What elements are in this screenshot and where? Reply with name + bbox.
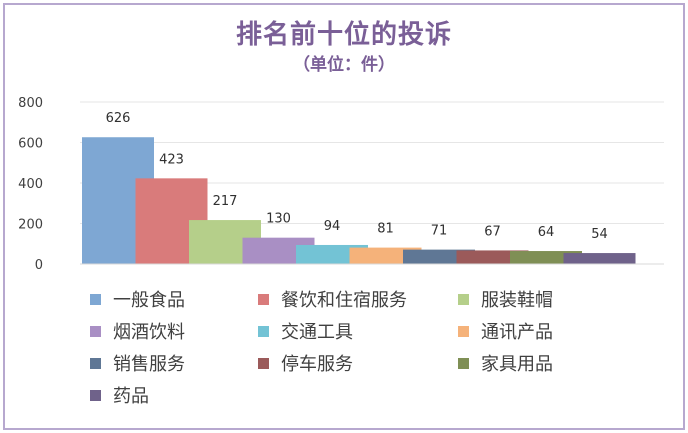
data-label: 64	[538, 225, 555, 240]
legend-label: 餐饮和住宿服务	[281, 290, 407, 311]
legend-label: 交通工具	[281, 322, 353, 343]
legend-item: 销售服务	[90, 350, 185, 376]
legend-swatch	[90, 325, 101, 337]
legend-label: 销售服务	[113, 354, 185, 375]
data-label: 217	[213, 194, 238, 209]
legend-item: 烟酒饮料	[90, 318, 185, 344]
y-tick-label: 200	[18, 218, 43, 233]
legend-swatch	[458, 293, 469, 305]
legend-item: 服装鞋帽	[458, 286, 553, 312]
legend-item: 交通工具	[258, 318, 353, 344]
legend-item: 餐饮和住宿服务	[258, 286, 407, 312]
y-tick-label: 800	[18, 96, 43, 111]
legend-swatch	[458, 325, 469, 337]
legend-label: 一般食品	[113, 290, 185, 311]
legend-label: 家具用品	[481, 354, 553, 375]
legend-label: 服装鞋帽	[481, 290, 553, 311]
data-label: 94	[324, 219, 341, 234]
y-tick-label: 600	[18, 137, 43, 152]
data-label: 67	[484, 224, 501, 239]
legend-swatch	[90, 357, 101, 369]
legend-label: 药品	[113, 386, 149, 407]
y-tick-label: 0	[35, 258, 43, 273]
legend-label: 通讯产品	[481, 322, 553, 343]
legend-swatch	[258, 325, 269, 337]
legend-swatch	[258, 293, 269, 305]
y-tick-label: 400	[18, 177, 43, 192]
data-label: 54	[591, 227, 608, 242]
chart-subtitle: （单位：件）	[293, 55, 395, 75]
data-label: 71	[431, 224, 448, 239]
legend-swatch	[258, 357, 269, 369]
data-label: 423	[159, 152, 184, 167]
data-label: 626	[106, 111, 131, 126]
legend-item: 家具用品	[458, 350, 553, 376]
legend-item: 停车服务	[258, 350, 353, 376]
legend-item: 通讯产品	[458, 318, 553, 344]
legend-item: 一般食品	[90, 286, 185, 312]
data-label: 81	[377, 222, 394, 237]
legend-item: 药品	[90, 382, 149, 408]
bar	[563, 253, 636, 264]
legend-label: 烟酒饮料	[113, 322, 185, 343]
legend-swatch	[458, 357, 469, 369]
legend-swatch	[90, 389, 101, 401]
data-label: 130	[266, 212, 291, 227]
legend-label: 停车服务	[281, 354, 353, 375]
legend-swatch	[90, 293, 101, 305]
chart-title: 排名前十位的投诉	[235, 20, 452, 50]
